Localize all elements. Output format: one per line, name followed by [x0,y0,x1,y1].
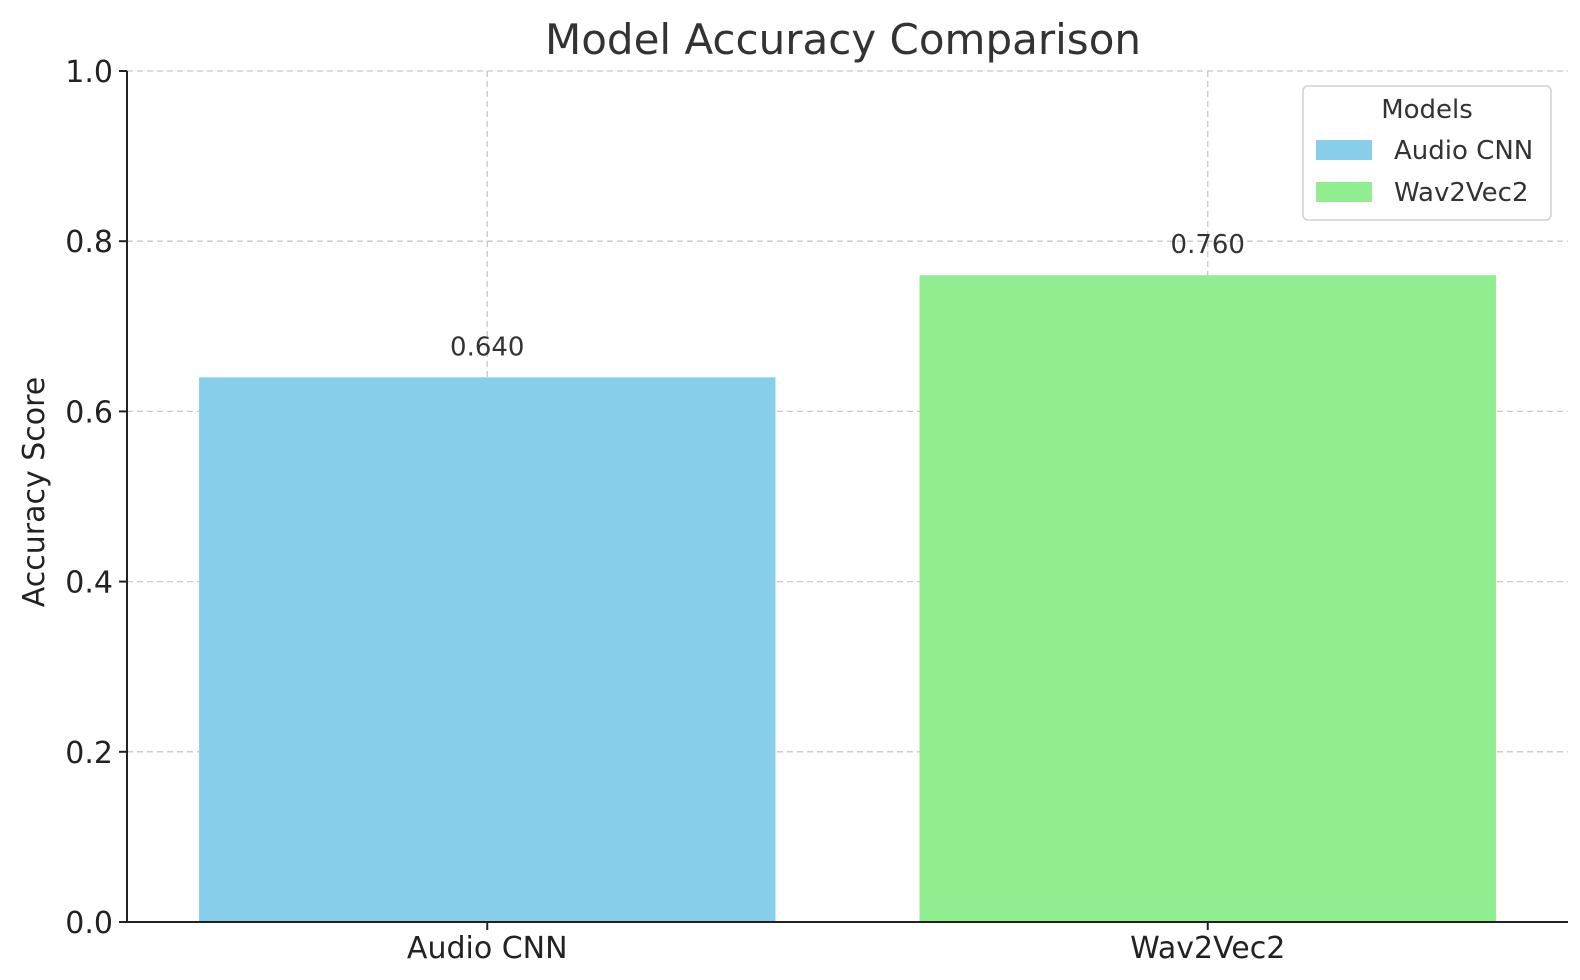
x-tick-label: Audio CNN [407,931,568,966]
bar-value-label: 0.760 [1171,230,1245,260]
x-tick-label: Wav2Vec2 [1130,931,1285,966]
legend-entries: Audio CNN Wav2Vec2 [1316,136,1533,208]
y-tick-label: 0.6 [65,395,113,430]
bar-wav2vec2 [919,275,1496,922]
y-tick-label: 1.0 [65,55,113,90]
y-tick-label: 0.0 [65,906,113,941]
bar-value-label: 0.640 [450,332,524,362]
legend-swatch [1316,182,1372,202]
axes-layer [119,70,1568,930]
bars-layer [199,275,1496,922]
chart-title: Model Accuracy Comparison [545,15,1141,64]
bar-audio-cnn [199,377,776,922]
legend-entry-label: Audio CNN [1394,136,1533,166]
y-tick-label: 0.4 [65,566,113,601]
y-tick-label: 0.2 [65,736,113,771]
y-axis-label: Accuracy Score [17,377,52,608]
labels-layer: 0.0 0.2 0.4 0.6 0.8 1.0 0.640 Audio CNN 0.760 Wav… [65,55,1285,966]
legend-entry-label: Wav2Vec2 [1394,178,1529,208]
legend: Models Audio CNN Wav2Vec2 [1302,85,1552,221]
legend-swatch [1316,140,1372,160]
y-tick-label: 0.8 [65,225,113,260]
legend-title: Models [1381,95,1473,125]
